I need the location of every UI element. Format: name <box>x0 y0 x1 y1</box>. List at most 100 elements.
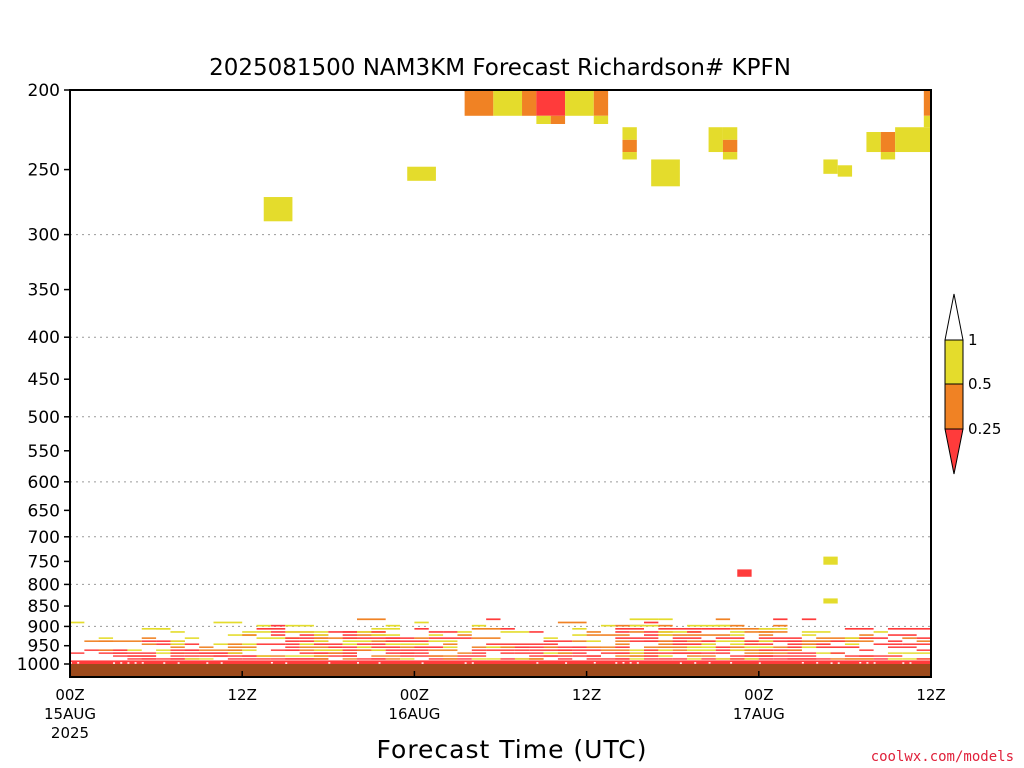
heat-cell <box>400 643 415 645</box>
heat-cell <box>672 658 688 660</box>
heat-cell <box>737 569 752 577</box>
heat-cell <box>758 655 774 657</box>
heat-cell <box>701 643 716 645</box>
heat-cell <box>758 652 774 654</box>
heat-cell <box>543 640 573 642</box>
heat-cell <box>701 652 716 654</box>
speck <box>593 662 596 664</box>
heat-cell <box>486 649 515 651</box>
heat-cell <box>557 652 573 654</box>
x-tick-year: 2025 <box>51 724 89 742</box>
heat-cell <box>414 637 429 639</box>
heat-cell <box>615 631 630 633</box>
heat-cell <box>629 631 644 633</box>
heat-cell <box>170 649 200 651</box>
heat-cell <box>916 637 931 639</box>
heat-cell <box>342 634 357 636</box>
heat-cell <box>701 628 731 630</box>
heat-cell <box>385 658 401 660</box>
speck <box>163 662 166 664</box>
x-tick-label: 00Z <box>55 686 84 704</box>
heat-cell <box>672 649 688 651</box>
heat-cell <box>428 631 444 633</box>
heat-cell <box>428 649 458 651</box>
heat-cell <box>658 628 702 630</box>
heat-cell <box>242 631 257 633</box>
speck <box>464 662 467 664</box>
credit-text: coolwx.com/models <box>871 749 1014 765</box>
heat-cell <box>170 631 185 633</box>
speck <box>471 662 474 664</box>
heat-cell <box>859 649 874 651</box>
heat-cell <box>730 646 745 648</box>
y-tick-label: 800 <box>28 575 60 595</box>
heat-cell <box>184 643 200 645</box>
heat-cell <box>557 649 573 651</box>
heat-cell <box>844 658 874 660</box>
speck <box>837 662 840 664</box>
heat-cell <box>687 649 716 651</box>
heat-cell <box>816 643 831 645</box>
heat-cell <box>600 649 630 651</box>
heat-cell <box>644 655 659 657</box>
heat-cell <box>127 655 142 657</box>
heat-cell <box>557 658 573 660</box>
speck <box>816 662 819 664</box>
heat-cell <box>371 628 401 630</box>
heat-cell <box>371 643 386 645</box>
heat-cell <box>457 631 472 633</box>
y-tick-label: 400 <box>28 328 60 348</box>
surface-red-layer <box>70 660 931 664</box>
heat-cell <box>486 618 501 621</box>
heat-cell <box>773 618 788 621</box>
heat-cell <box>342 652 357 654</box>
heat-cell <box>651 159 680 187</box>
speck <box>421 662 424 664</box>
heat-cell <box>730 624 745 627</box>
heat-cell <box>199 649 243 651</box>
x-tick-label: 12Z <box>228 686 257 704</box>
heat-cell <box>644 621 659 624</box>
heat-cell <box>270 634 286 636</box>
heat-cell <box>98 637 114 639</box>
y-tick-label: 950 <box>28 637 60 657</box>
heat-cell <box>213 621 243 624</box>
heat-cell <box>687 624 731 627</box>
heat-cell <box>658 658 673 660</box>
y-tick-label: 850 <box>28 597 60 617</box>
heat-cell <box>457 652 472 654</box>
heat-cell <box>98 652 128 654</box>
heat-cell <box>141 640 157 642</box>
heat-cell <box>916 640 931 642</box>
heat-cell <box>285 646 300 648</box>
heat-cell <box>313 649 357 651</box>
heat-cell <box>242 649 257 651</box>
heat-cell <box>213 655 228 657</box>
heat-cell <box>414 621 429 624</box>
heat-cell <box>514 646 558 648</box>
heat-cell <box>342 655 357 657</box>
heat-cell <box>730 640 759 642</box>
heat-cell <box>923 90 931 116</box>
heat-cell <box>407 166 436 181</box>
heat-cell <box>615 637 659 639</box>
heat-cell <box>543 643 558 645</box>
heat-cell <box>916 649 931 651</box>
heat-cell <box>70 652 85 654</box>
heat-cell <box>313 640 329 642</box>
heat-cell <box>141 637 157 639</box>
heat-cell <box>880 132 896 153</box>
y-tick-label: 700 <box>28 528 60 548</box>
heat-cell <box>887 628 931 630</box>
heat-cell <box>357 618 386 621</box>
heat-cell <box>758 637 802 639</box>
heat-cell <box>522 90 537 116</box>
heat-cell <box>256 637 300 639</box>
heat-cell <box>199 646 214 648</box>
heat-cell <box>242 634 257 636</box>
speck <box>328 662 331 664</box>
heat-cell <box>672 634 688 636</box>
heat-cell <box>371 655 401 657</box>
speck <box>758 662 761 664</box>
